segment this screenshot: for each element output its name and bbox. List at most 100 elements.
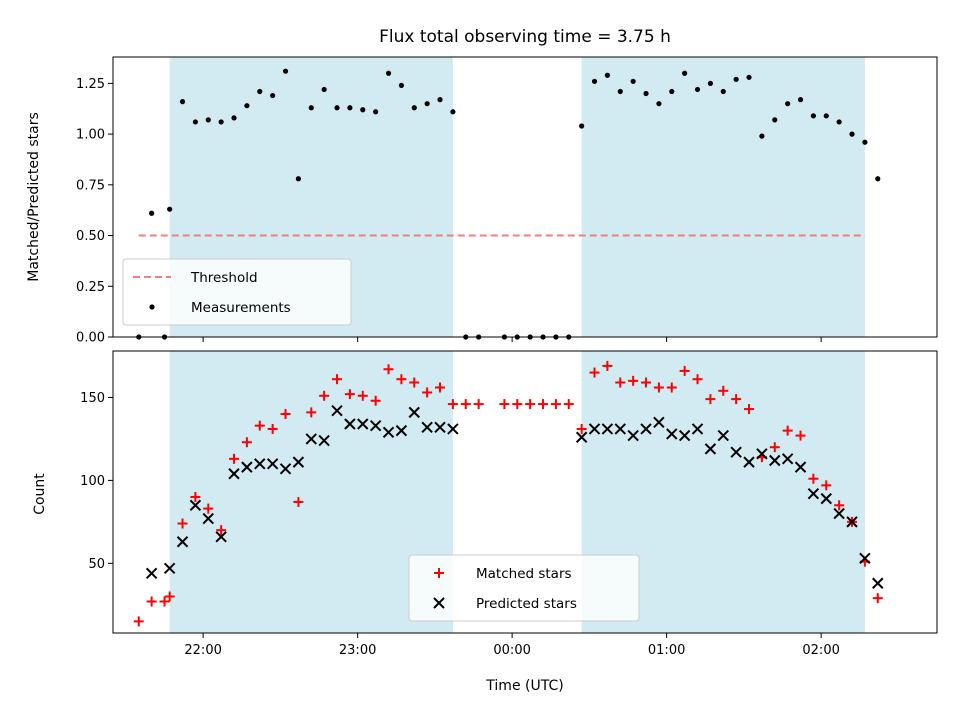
measurement-point xyxy=(385,70,392,76)
measurement-point xyxy=(669,88,675,95)
measurement-point xyxy=(450,109,456,115)
axes-frame xyxy=(112,56,938,338)
predicted-star-point xyxy=(382,426,395,438)
predicted-star-point xyxy=(807,487,820,500)
predicted-star-point xyxy=(794,461,807,473)
matched-star-point xyxy=(499,399,510,410)
predicted-star-point xyxy=(730,446,742,458)
matched-star-point xyxy=(512,399,523,410)
legend-matched-label: Matched stars xyxy=(476,566,572,582)
predicted-star-point xyxy=(820,492,832,505)
matched-star-point xyxy=(473,399,484,410)
matched-star-point xyxy=(808,473,819,484)
matched-star-point xyxy=(447,399,458,410)
predicted-star-point xyxy=(653,416,665,429)
measurement-point xyxy=(720,88,726,95)
matched-star-point xyxy=(615,377,626,388)
measurement-point xyxy=(321,86,327,93)
top-panel: 0.00 0.25 0.50 0.75 1.00 1.25 Threshold Measure… xyxy=(76,56,938,346)
measurement-point xyxy=(785,101,791,107)
top-y-axis-label: Matched/Predicted stars xyxy=(26,112,42,282)
predicted-star-point xyxy=(717,429,729,442)
measurement-point xyxy=(308,105,314,111)
predicted-star-point xyxy=(781,453,794,465)
matched-star-point xyxy=(666,382,677,393)
measurement-point xyxy=(579,123,585,129)
bottom-y-axis-label: Count xyxy=(32,473,48,515)
matched-star-point xyxy=(267,423,278,434)
legend-predicted-label: Predicted stars xyxy=(476,596,577,612)
measurement-point xyxy=(424,101,430,107)
matched-star-point xyxy=(280,409,291,420)
y-tick-label: 1.00 xyxy=(76,128,105,143)
predicted-star-point xyxy=(357,418,369,430)
predicted-star-point xyxy=(769,454,781,467)
bottom-panel: 50 100 150 22:00 23:00 00:00 01:00 02:00 Matched… xyxy=(80,350,938,658)
predicted-star-point xyxy=(872,577,884,589)
y-tick-label: 0.50 xyxy=(76,229,105,244)
measurement-point xyxy=(437,97,443,103)
matched-star-point xyxy=(563,399,574,410)
matched-star-point xyxy=(203,503,214,514)
predicted-star-point xyxy=(145,567,158,579)
measurement-point xyxy=(149,210,155,216)
legend-matched-swatch xyxy=(434,568,444,578)
matched-star-point xyxy=(435,382,446,393)
measurement-point xyxy=(231,115,237,121)
matched-star-point xyxy=(628,375,639,386)
matched-star-point xyxy=(164,591,175,602)
predicted-star-point xyxy=(215,531,227,543)
matched-star-point xyxy=(718,385,729,396)
predicted-star-point xyxy=(318,434,330,447)
measurement-point xyxy=(282,68,289,74)
predicted-star-point xyxy=(859,552,871,565)
measurement-point xyxy=(630,78,636,84)
matched-star-point xyxy=(293,496,304,507)
matched-star-point xyxy=(731,394,742,405)
predicted-star-point xyxy=(228,468,240,480)
predicted-star-point xyxy=(627,429,639,442)
measurement-point xyxy=(797,97,804,103)
y-tick-label: 0.75 xyxy=(76,178,105,193)
x-tick-label: 22:00 xyxy=(184,643,221,658)
matched-star-point xyxy=(241,437,252,448)
predicted-star-point xyxy=(163,562,176,575)
measurement-point xyxy=(270,92,276,99)
matched-star-point xyxy=(332,374,343,385)
predicted-star-point xyxy=(704,443,717,455)
matched-star-point xyxy=(357,390,368,401)
predicted-star-point xyxy=(756,448,768,460)
legend-measurements-label: Measurements xyxy=(191,300,291,316)
predicted-star-point xyxy=(833,507,845,520)
predicted-star-point xyxy=(176,536,189,548)
measurement-point xyxy=(862,139,868,145)
predicted-star-point xyxy=(254,458,266,470)
y-tick-label: 50 xyxy=(88,557,105,572)
matched-star-point xyxy=(744,404,755,415)
x-tick-label: 00:00 xyxy=(493,643,530,658)
matched-star-point xyxy=(422,387,433,398)
matched-star-point xyxy=(133,616,144,627)
chart-title: Flux total observing time = 3.75 h xyxy=(379,27,671,47)
legend-threshold-label: Threshold xyxy=(190,270,258,286)
predicted-star-point xyxy=(279,463,292,475)
measurement-point xyxy=(411,105,417,111)
measurement-point xyxy=(244,103,250,109)
measurement-point xyxy=(746,74,752,80)
measurement-point xyxy=(772,117,778,123)
measurement-point xyxy=(360,107,366,113)
measurement-point xyxy=(823,113,829,119)
measurement-point xyxy=(347,105,353,111)
y-tick-label: 0.25 xyxy=(76,280,105,295)
y-tick-label: 0.00 xyxy=(76,331,105,346)
measurement-point xyxy=(836,119,842,125)
predicted-star-point xyxy=(434,421,446,434)
legend-box xyxy=(122,258,352,326)
matched-star-point xyxy=(396,374,407,385)
matched-star-point xyxy=(782,425,793,436)
predicted-star-point xyxy=(447,423,459,435)
matched-star-point xyxy=(769,442,780,453)
measurement-point xyxy=(656,101,662,107)
predicted-star-point xyxy=(369,419,382,432)
matched-star-point xyxy=(550,399,561,410)
